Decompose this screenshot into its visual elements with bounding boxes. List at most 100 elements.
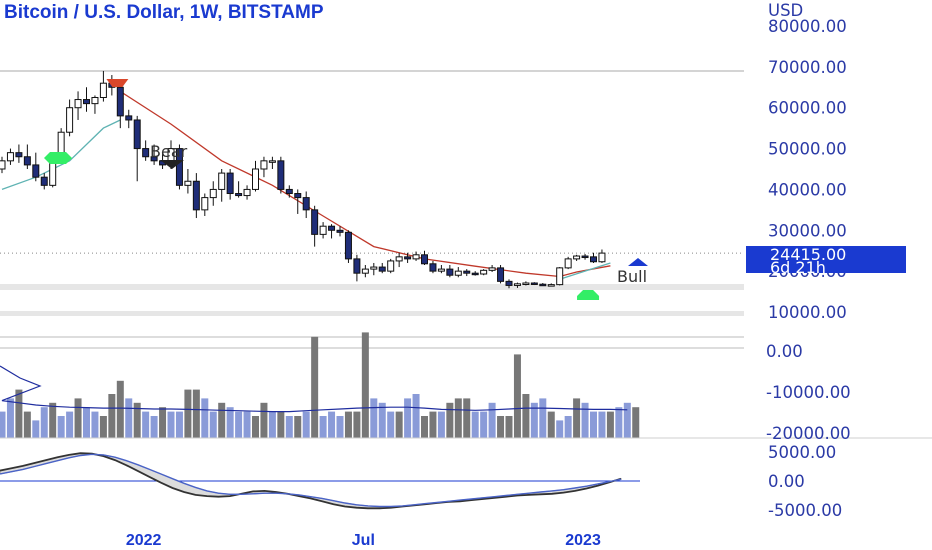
volume-bar [437,411,445,438]
volume-tick-label: -20000.00 [766,424,851,443]
candle-body [581,255,589,259]
volume-bar [590,411,597,438]
candle-body [353,258,361,274]
volume-bar [192,389,200,438]
candle-body [361,268,369,274]
candle-body [133,119,141,150]
candle-body [505,280,513,286]
price-tick-label: 60000.00 [768,99,847,118]
bear-signal-marker [106,78,129,87]
volume-bar [167,411,175,438]
candle-body [268,160,276,163]
volume-bar [302,411,310,438]
volume-bar [395,411,403,438]
volume-bar [125,398,133,438]
candle-body [556,267,564,286]
candle-body [277,160,285,190]
volume-bar [74,398,82,438]
candle-body [539,283,547,287]
candle-body [463,270,471,274]
oscillator-signal-line [0,452,622,510]
candle-body [530,282,538,285]
volume-bar [252,416,259,438]
volume-bar [226,407,234,438]
volume-bar [353,411,361,438]
candle-body [454,270,462,276]
candle-body [564,258,572,269]
volume-bar [497,416,505,438]
volume-bar [150,416,158,438]
price-tick-label: 50000.00 [768,140,847,159]
volume-bar [471,411,479,438]
bear-label: Bear [150,142,188,161]
price-tick-label: 80000.00 [768,17,847,36]
volume-bar [268,411,276,438]
countdown-label: 6d 21h [770,258,826,277]
volume-bar [91,411,99,438]
volume-bar [260,402,268,438]
candle-body [243,188,251,197]
oscillator-tick-label: 0.00 [768,472,805,491]
candle-body [480,269,488,275]
volume-bar [142,411,150,438]
volume-tick-label: 0.00 [766,342,803,361]
volume-bar [598,411,606,438]
last-price-badge [746,246,906,273]
volume-bar [412,394,420,438]
volume-bar [15,389,23,438]
candle-body [370,266,378,270]
volume-bar [243,411,251,438]
volume-bar [6,398,14,438]
x-tick-label: 2023 [565,532,601,549]
price-tick-label: 10000.00 [768,303,847,322]
candle-body [23,156,31,166]
candle-body [319,225,327,235]
price-axis: 10000.0020000.0030000.0040000.0050000.00… [126,17,851,549]
volume-ma-line [0,365,628,413]
candle-body [252,168,259,190]
volume-bar [201,398,209,438]
candle-body [83,99,90,105]
candle-body [40,176,48,186]
volume-bar [209,411,217,438]
price-tick-label: 40000.00 [768,180,847,199]
candle-body [209,188,217,199]
candle-body [175,148,183,186]
volume-bar [539,398,547,438]
candle-body [226,172,234,195]
candle-body [201,197,209,211]
candle-body [235,193,243,197]
volume-bar [328,411,336,438]
volume-bar [175,411,183,438]
candle-body [387,260,395,272]
volume-bar [99,416,107,438]
candle-body [522,282,530,285]
volume-bar [623,402,631,438]
oscillator-pane [0,452,640,510]
oscillator-tick-label: -5000.00 [768,501,842,520]
early-bull-signal-marker [44,152,72,164]
candle-body [429,263,437,272]
volume-bar [615,407,623,438]
candle-body [150,156,158,162]
candle-body [6,152,14,162]
volume-bar [564,416,572,438]
volume-bar [57,416,65,438]
volume-bar [336,416,344,438]
candle-body [311,209,319,235]
price-tick-label: 70000.00 [768,58,847,77]
candle-body [49,160,57,186]
volume-bar [429,411,437,438]
candle-body [294,193,302,199]
support-band [0,284,744,290]
oscillator-tick-label: 5000.00 [768,443,836,462]
candle-body [260,160,268,170]
candle-body [378,266,386,272]
volume-bar [581,402,589,438]
candle-body [573,255,581,260]
oscillator-main-line [0,453,622,508]
candle-body [437,268,445,272]
bear-arrow-icon [160,160,184,169]
candle-body [302,197,310,211]
